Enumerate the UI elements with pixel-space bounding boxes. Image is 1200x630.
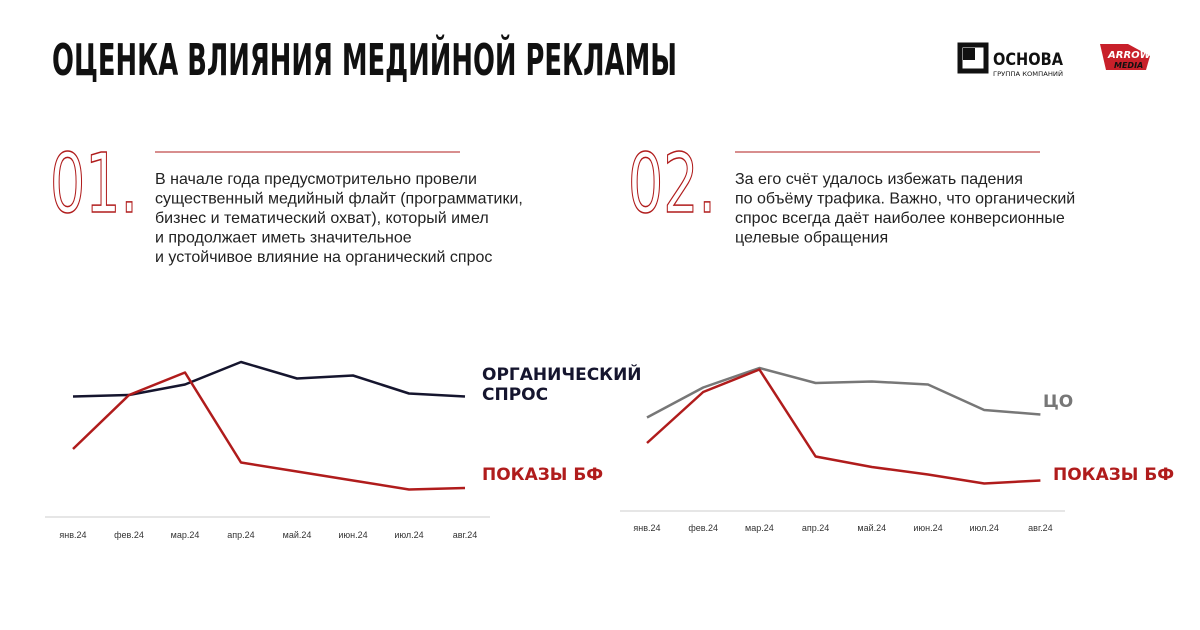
- series-label-line: ОРГАНИЧЕСКИЙ: [482, 363, 642, 385]
- section-number: 01.: [50, 137, 138, 232]
- x-tick-label: июл.24: [394, 530, 423, 540]
- series-label-line: СПРОС: [482, 385, 548, 405]
- logo-osnova: ОСНОВА ГРУППА КОМПАНИЙ: [957, 42, 1064, 78]
- x-tick-label: июн.24: [338, 530, 367, 540]
- paragraph-line: целевые обращения: [735, 230, 888, 247]
- paragraph-line: спрос всегда даёт наиболее конверсионные: [735, 210, 1065, 227]
- logo-arrow: ARROW MEDIA: [1100, 44, 1152, 70]
- x-tick-label: мар.24: [745, 523, 774, 533]
- x-tick-label: мар.24: [171, 530, 200, 540]
- x-tick-label: авг.24: [453, 530, 477, 540]
- paragraph-line: бизнес и тематический охват), который им…: [155, 210, 489, 227]
- logo-bottom: MEDIA: [1114, 61, 1143, 70]
- logo-shape: [1100, 44, 1150, 70]
- x-tick-label: фев.24: [688, 523, 718, 533]
- x-tick-label: апр.24: [227, 530, 254, 540]
- line: [72, 371, 466, 491]
- paragraph-line: по объёму трафика. Важно, что органическ…: [735, 191, 1075, 208]
- line: [72, 360, 466, 398]
- series-label: ПОКАЗЫ БФ: [482, 465, 603, 485]
- series-label: ПОКАЗЫ БФ: [1053, 465, 1174, 485]
- x-tick-label: янв.24: [633, 523, 660, 533]
- section-number: 02.: [628, 137, 716, 232]
- logo-icon: [957, 42, 989, 74]
- paragraph-line: В начале года предусмотрительно провели: [155, 171, 477, 188]
- logo-icon: [963, 48, 975, 60]
- x-tick-label: апр.24: [802, 523, 829, 533]
- series-label: ОРГАНИЧЕСКИЙ СПРОС: [482, 363, 642, 405]
- x-tick-label: июл.24: [970, 523, 999, 533]
- line: [646, 366, 1041, 419]
- logo-top: ARROW: [1107, 50, 1152, 61]
- logo-name: ОСНОВА: [993, 50, 1064, 70]
- series-label: ЦО: [1043, 392, 1073, 412]
- title: ОЦЕНКА ВЛИЯНИЯ МЕДИЙНОЙ РЕКЛАМЫ: [52, 33, 677, 86]
- x-tick-label: авг.24: [1028, 523, 1052, 533]
- paragraph-line: и устойчивое влияние на органический спр…: [155, 249, 492, 266]
- x-tick-label: май.24: [857, 523, 886, 533]
- paragraph-line: и продолжает иметь значительное: [155, 230, 412, 247]
- x-tick-label: янв.24: [59, 530, 86, 540]
- logo-subtitle: ГРУППА КОМПАНИЙ: [993, 71, 1063, 78]
- paragraph-line: существенный медийный флайт (программати…: [155, 191, 523, 208]
- line: [646, 368, 1041, 485]
- x-tick-label: май.24: [283, 530, 312, 540]
- x-tick-label: фев.24: [114, 530, 144, 540]
- paragraph-line: За его счёт удалось избежать падения: [735, 171, 1023, 188]
- x-tick-label: июн.24: [913, 523, 942, 533]
